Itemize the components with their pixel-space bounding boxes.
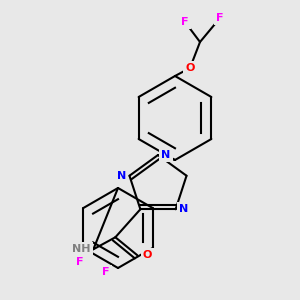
Text: F: F: [181, 17, 189, 27]
Text: NH: NH: [72, 244, 91, 254]
Text: N: N: [161, 150, 171, 160]
Text: F: F: [76, 257, 83, 267]
Text: O: O: [143, 250, 152, 260]
Text: N: N: [117, 171, 126, 181]
Text: O: O: [185, 63, 195, 73]
Text: N: N: [179, 204, 188, 214]
Text: F: F: [102, 267, 110, 277]
Text: F: F: [216, 13, 224, 23]
